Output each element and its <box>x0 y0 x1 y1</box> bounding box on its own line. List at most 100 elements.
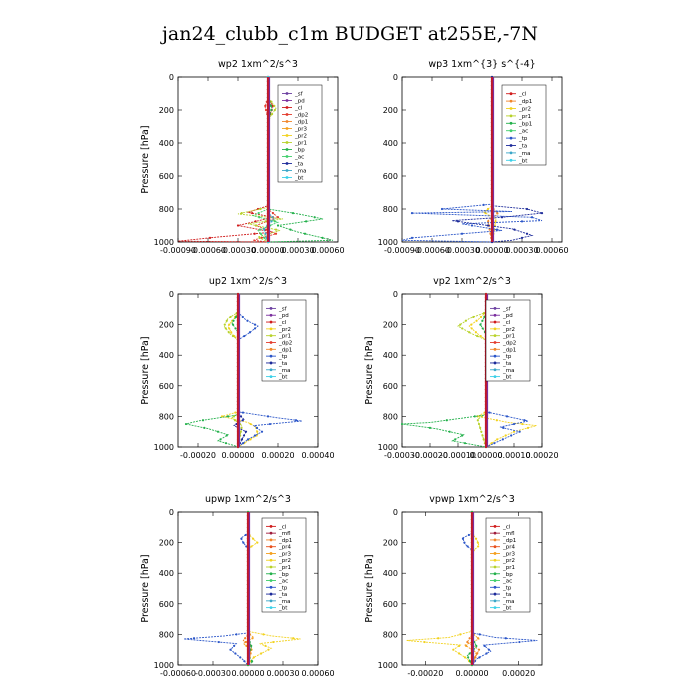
x-tick-label: 0.00040 <box>301 451 334 460</box>
series-point <box>496 212 499 215</box>
legend-label: _bp1 <box>518 121 532 127</box>
series-point <box>479 315 483 319</box>
legend-label: _ma <box>278 599 290 605</box>
series-point <box>264 232 267 235</box>
series-point <box>201 419 205 422</box>
legend-marker <box>269 599 273 603</box>
legend-marker <box>509 121 513 125</box>
series-point <box>478 656 481 659</box>
series-point <box>241 411 245 414</box>
legend-marker <box>493 531 497 535</box>
series-point <box>474 537 478 540</box>
series-point <box>500 216 504 219</box>
legend-marker <box>493 327 497 331</box>
series-point <box>234 411 237 414</box>
legend-label: _cl <box>278 320 287 326</box>
series-point <box>476 652 479 655</box>
series-point <box>477 637 480 640</box>
series-point <box>504 434 507 437</box>
series-point <box>234 652 237 655</box>
legend-marker <box>269 375 273 378</box>
series-point <box>273 104 276 107</box>
x-tick-label: 0.00000 <box>221 451 254 460</box>
legend-label: _ma <box>502 599 514 605</box>
series-point <box>239 430 242 433</box>
series-point <box>223 323 226 326</box>
legend-marker <box>493 545 497 549</box>
legend-marker <box>493 375 497 378</box>
series-point <box>274 232 278 235</box>
legend-label: _tp <box>502 354 512 360</box>
legend-label: _pr1 <box>502 334 515 340</box>
y-axis-label: Pressure [hPa] <box>364 336 375 404</box>
series-point <box>263 236 266 239</box>
y-tick-label: 400 <box>159 569 174 578</box>
series-point <box>225 434 228 437</box>
series-point <box>313 216 316 219</box>
series-point <box>518 640 521 644</box>
series-point <box>263 228 266 231</box>
series-point <box>461 537 465 540</box>
series-point <box>452 648 455 651</box>
legend-marker <box>269 606 273 610</box>
series-point <box>472 315 475 319</box>
series-line-tp <box>183 512 249 666</box>
y-tick-label: 0 <box>169 508 174 517</box>
series-point <box>477 648 481 651</box>
legend-label: _pr1 <box>294 141 307 147</box>
legend-label: _dp1 <box>278 538 292 544</box>
y-tick-label: 1000 <box>154 238 174 247</box>
series-point <box>476 419 479 422</box>
legend-label: _ta <box>278 361 287 367</box>
legend-box <box>261 299 307 382</box>
series-point <box>303 232 307 235</box>
x-tick-label: 0.00000 <box>475 246 508 255</box>
series-point <box>240 212 243 215</box>
y-tick-label: 800 <box>159 412 174 421</box>
legend-marker <box>285 176 289 179</box>
series-point <box>526 426 530 429</box>
series-point <box>495 228 499 231</box>
series-point <box>233 419 237 422</box>
series-point <box>271 104 274 107</box>
series-point <box>236 224 240 227</box>
series-point <box>495 419 498 422</box>
legend-marker <box>493 585 497 589</box>
series-point <box>250 660 254 663</box>
legend-label: _cl <box>278 524 287 530</box>
series-point <box>229 648 232 651</box>
legend-label: _pd <box>294 99 305 105</box>
legend-label: _cl <box>502 320 511 326</box>
y-tick-label: 400 <box>159 351 174 360</box>
legend-label: _mfl <box>278 531 291 537</box>
panel-5: upwp 1xm^2/s^3 0 200 400 600 800 1000-0.00060-… <box>140 494 335 678</box>
legend-label: _dp1 <box>294 120 308 126</box>
y-tick-label: 0 <box>169 73 174 82</box>
series-point <box>520 236 524 239</box>
legend-label: _dp1 <box>518 99 532 105</box>
series-point <box>220 415 224 418</box>
series-point <box>512 430 516 433</box>
legend-label: _pr3 <box>294 127 308 133</box>
legend-marker <box>269 361 273 365</box>
x-tick-label: 0.00000 <box>455 669 488 678</box>
series-point <box>234 327 237 330</box>
y-tick-label: 200 <box>383 539 398 548</box>
series-point <box>243 660 246 663</box>
series-point <box>482 312 485 315</box>
series-point <box>184 422 188 426</box>
series-point <box>253 327 257 330</box>
series-point <box>233 644 236 647</box>
series-point <box>474 331 478 334</box>
series-point <box>475 319 478 322</box>
x-tick-label: -0.00060 <box>414 246 450 255</box>
series-point <box>410 212 414 215</box>
series-point <box>268 422 272 426</box>
series-point <box>256 541 259 544</box>
series-line-pr1 <box>237 77 284 243</box>
series-point <box>208 236 212 239</box>
series-point <box>410 236 414 239</box>
series-point <box>463 656 467 659</box>
series-point <box>321 236 324 239</box>
series-point <box>246 438 250 441</box>
